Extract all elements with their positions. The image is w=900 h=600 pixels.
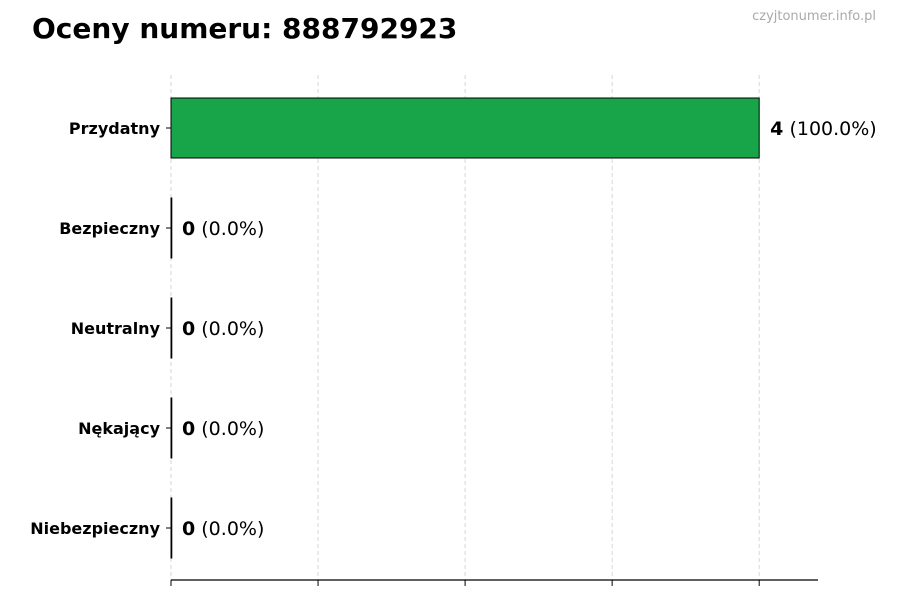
category-label: Niebezpieczny [30,519,160,538]
data-label: 4 (100.0%) [770,118,877,140]
bar [170,497,173,559]
data-label: 0 (0.0%) [182,218,264,240]
bar [170,297,173,359]
value-percent: (0.0%) [195,518,264,540]
value-count: 4 [770,118,783,140]
category-label: Neutralny [71,319,161,338]
data-label: 0 (0.0%) [182,418,264,440]
value-count: 0 [182,518,195,540]
value-percent: (0.0%) [195,218,264,240]
category-label: Bezpieczny [59,219,160,238]
value-percent: (100.0%) [783,118,876,140]
chart-title: Oceny numeru: 888792923 [32,12,458,45]
value-count: 0 [182,318,195,340]
value-count: 0 [182,218,195,240]
bar [170,197,173,259]
value-percent: (0.0%) [195,318,264,340]
data-label: 0 (0.0%) [182,318,264,340]
watermark: czyjtonumer.info.pl [752,9,876,24]
value-percent: (0.0%) [195,418,264,440]
category-label: Przydatny [69,119,161,138]
bar [170,97,760,159]
value-count: 0 [182,418,195,440]
category-label: Nękający [78,419,160,438]
bar [170,397,173,459]
data-label: 0 (0.0%) [182,518,264,540]
